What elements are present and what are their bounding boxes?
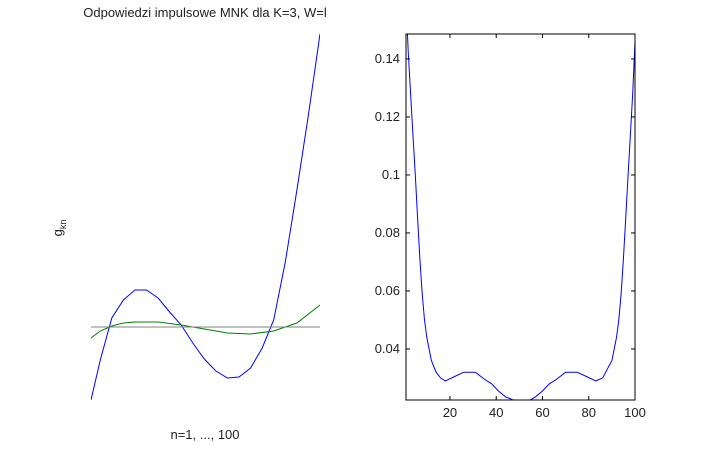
ylabel-main: g — [50, 229, 65, 236]
series-line-green — [91, 304, 320, 339]
y-tick-label: 0.04 — [375, 341, 400, 356]
x-tick-label: 80 — [582, 405, 596, 420]
y-tick-label: 0.06 — [375, 283, 400, 298]
ylabel-subscript: kn — [58, 220, 68, 230]
left-plot — [91, 34, 320, 400]
right-plot: 0.04 0.06 0.08 0.1 0.12 0.14 20 40 60 80 100 — [375, 33, 646, 420]
y-tick-label: 0.1 — [382, 167, 400, 182]
chart-title: Odpowiedzi impulsowe MNK dla K=3, W=l — [83, 5, 327, 20]
x-tick-label: 60 — [535, 405, 549, 420]
x-tick-label: 100 — [624, 405, 646, 420]
x-tick-label: 40 — [489, 405, 503, 420]
y-tick-label: 0.08 — [375, 225, 400, 240]
left-ylabel: gkn — [50, 220, 68, 237]
series-line-blue — [91, 34, 320, 400]
x-tick-label: 20 — [443, 405, 457, 420]
left-xlabel: n=1, ..., 100 — [170, 427, 239, 442]
series-line-blue — [406, 34, 635, 400]
axes-frame — [405, 33, 636, 401]
y-tick-label: 0.14 — [375, 51, 400, 66]
y-tick-label: 0.12 — [375, 109, 400, 124]
